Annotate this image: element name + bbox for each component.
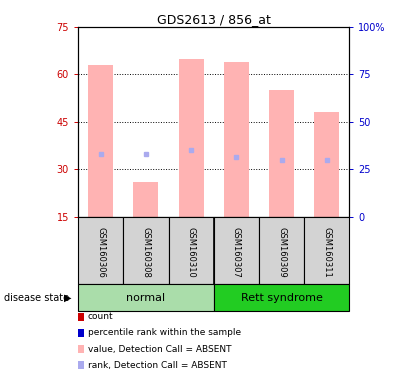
Text: normal: normal	[126, 293, 166, 303]
Bar	[259, 217, 304, 284]
Bar	[214, 284, 349, 311]
Text: GSM160311: GSM160311	[322, 227, 331, 278]
Bar	[78, 284, 214, 311]
Bar	[179, 59, 203, 217]
Text: GSM160309: GSM160309	[277, 227, 286, 278]
Text: value, Detection Call = ABSENT: value, Detection Call = ABSENT	[88, 344, 231, 354]
Text: percentile rank within the sample: percentile rank within the sample	[88, 328, 241, 338]
Bar	[134, 182, 158, 217]
Text: rank, Detection Call = ABSENT: rank, Detection Call = ABSENT	[88, 361, 226, 370]
Text: GSM160310: GSM160310	[187, 227, 196, 278]
Text: disease state: disease state	[4, 293, 72, 303]
Bar	[88, 65, 113, 217]
Bar	[169, 217, 214, 284]
Bar	[304, 217, 349, 284]
Bar	[314, 113, 339, 217]
Bar	[224, 62, 249, 217]
Bar	[78, 217, 123, 284]
Text: GSM160307: GSM160307	[232, 227, 241, 278]
Bar	[269, 90, 294, 217]
Bar	[123, 217, 169, 284]
Bar	[214, 217, 259, 284]
Text: GSM160308: GSM160308	[141, 227, 150, 278]
Title: GDS2613 / 856_at: GDS2613 / 856_at	[157, 13, 271, 26]
Text: count: count	[88, 312, 113, 321]
Text: GSM160306: GSM160306	[96, 227, 105, 278]
Text: ▶: ▶	[64, 293, 71, 303]
Text: Rett syndrome: Rett syndrome	[240, 293, 323, 303]
